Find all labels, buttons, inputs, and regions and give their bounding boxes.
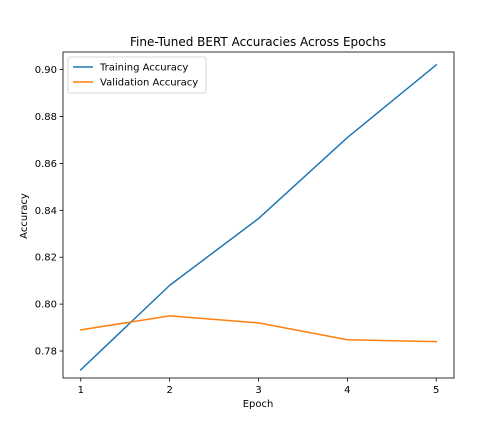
y-tick-label: 0.88 [35, 112, 57, 123]
x-axis-label: Epoch [243, 399, 274, 410]
legend-label-training-accuracy: Training Accuracy [99, 63, 188, 74]
x-tick-label: 3 [255, 385, 261, 396]
y-tick-label: 0.82 [35, 253, 57, 264]
y-axis-label: Accuracy [19, 193, 30, 239]
y-tick-label: 0.78 [35, 347, 57, 358]
x-tick-label: 4 [344, 385, 350, 396]
legend-label-validation-accuracy: Validation Accuracy [100, 78, 198, 89]
legend: Training Accuracy Validation Accuracy [68, 57, 206, 93]
y-tick-label: 0.90 [35, 65, 57, 76]
x-tick-label: 5 [433, 385, 439, 396]
y-tick-label: 0.86 [35, 159, 57, 170]
y-tick-label: 0.80 [35, 300, 57, 311]
y-tick-label: 0.84 [35, 206, 57, 217]
x-tick-label: 2 [166, 385, 172, 396]
chart-title: Fine-Tuned BERT Accuracies Across Epochs [130, 35, 386, 49]
x-tick-label: 1 [78, 385, 84, 396]
